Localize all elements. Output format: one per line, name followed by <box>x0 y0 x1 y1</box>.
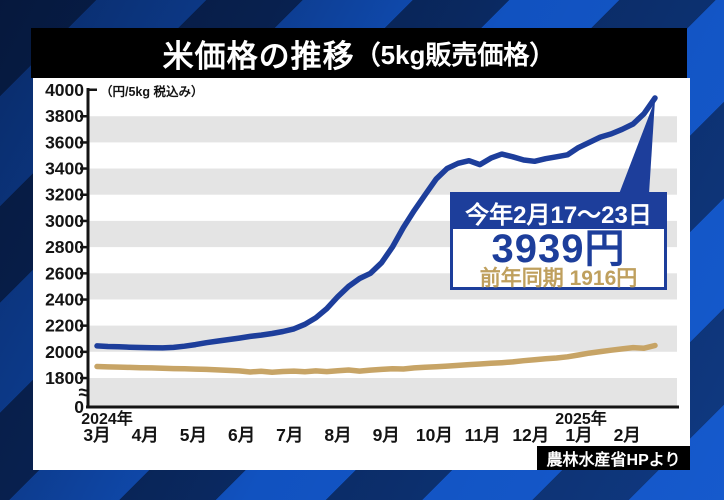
callout-current-price: 3939円 <box>491 227 626 271</box>
svg-text:3月: 3月 <box>83 425 110 445</box>
svg-text:2024年: 2024年 <box>81 409 133 428</box>
y-tick <box>88 88 97 91</box>
svg-text:3800: 3800 <box>45 106 84 126</box>
grid-band <box>88 378 677 407</box>
svg-text:3200: 3200 <box>45 185 84 205</box>
svg-text:2200: 2200 <box>45 316 84 336</box>
svg-text:2800: 2800 <box>45 237 84 257</box>
y-tick <box>80 141 88 144</box>
svg-text:2400: 2400 <box>45 289 84 309</box>
callout-pointer <box>619 100 655 194</box>
chart-title-banner: 米価格の推移 （5kg販売価格） <box>31 28 687 78</box>
svg-text:4000: 4000 <box>45 80 84 100</box>
y-tick <box>80 350 88 354</box>
y-tick <box>80 245 88 249</box>
svg-text:1月: 1月 <box>565 425 592 445</box>
svg-text:≈: ≈ <box>79 382 90 404</box>
svg-text:3600: 3600 <box>45 132 84 152</box>
svg-text:10月: 10月 <box>416 425 453 445</box>
svg-text:1800: 1800 <box>45 368 84 388</box>
grid-band <box>88 168 677 195</box>
svg-text:（円/5kg 税込み）: （円/5kg 税込み） <box>100 84 204 99</box>
callout-date-label: 今年2月17～23日 <box>453 195 664 229</box>
y-tick <box>80 115 88 118</box>
grid-band <box>88 116 677 143</box>
y-tick <box>80 376 88 380</box>
svg-text:2月: 2月 <box>614 425 641 445</box>
callout-prev-value: 1916円 <box>569 267 638 290</box>
svg-text:7月: 7月 <box>276 425 303 445</box>
svg-text:3400: 3400 <box>45 159 84 179</box>
svg-text:8月: 8月 <box>324 425 351 445</box>
y-tick <box>80 298 88 301</box>
svg-text:3000: 3000 <box>45 211 84 231</box>
svg-text:4月: 4月 <box>132 425 159 445</box>
svg-text:9月: 9月 <box>373 425 400 445</box>
y-tick <box>80 324 88 327</box>
svg-text:5月: 5月 <box>180 425 207 445</box>
svg-text:6月: 6月 <box>228 425 255 445</box>
price-line-current-year <box>94 95 658 351</box>
svg-text:2600: 2600 <box>45 263 84 283</box>
price-callout: 今年2月17～23日 3939円 前年同期 1916円 <box>450 192 667 290</box>
y-tick <box>80 219 88 223</box>
y-tick <box>80 167 88 170</box>
x-axis-line <box>86 405 679 409</box>
chart-title-sub: （5kg販売価格） <box>354 39 556 70</box>
svg-text:2025年: 2025年 <box>555 409 607 428</box>
chart-title-main: 米価格の推移 <box>162 38 355 74</box>
y-tick <box>80 193 88 196</box>
callout-previous-year-price: 前年同期 1916円 <box>453 268 664 289</box>
svg-text:2000: 2000 <box>45 342 84 362</box>
y-tick <box>80 272 88 275</box>
svg-text:11月: 11月 <box>465 425 501 445</box>
price-line-previous-year <box>94 342 658 375</box>
svg-text:0: 0 <box>74 397 84 417</box>
svg-text:12月: 12月 <box>512 425 549 445</box>
callout-prev-label: 前年同期 <box>479 267 564 290</box>
source-attribution: 農林水産省HPより <box>537 446 690 470</box>
